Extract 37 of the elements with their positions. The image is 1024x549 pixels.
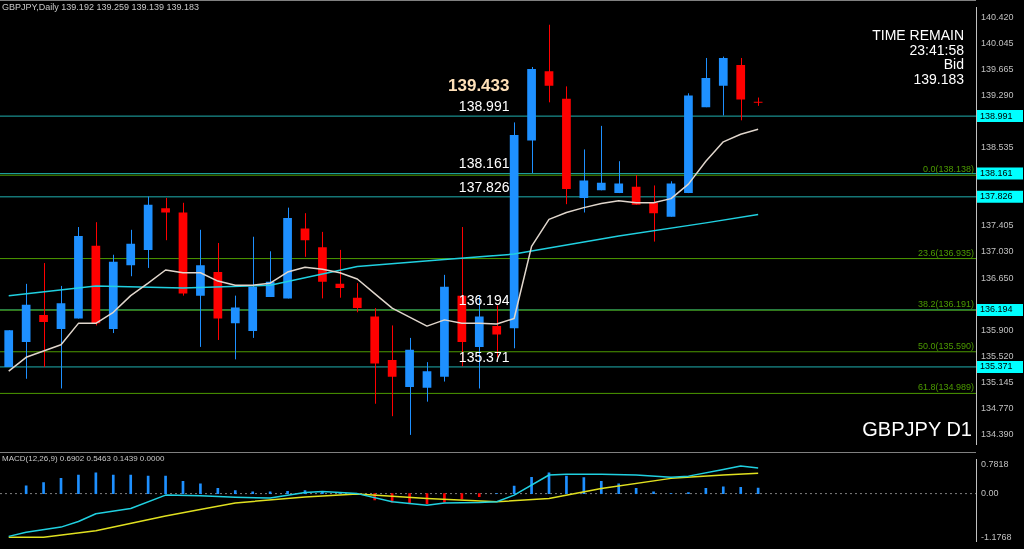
- annotation: 138.161: [458, 155, 510, 172]
- ref-line-label: 0.0(138.138): [922, 164, 974, 175]
- ref-line-label: 23.6(136.935): [917, 247, 974, 258]
- y-tick-label: -1.1768: [981, 531, 1012, 542]
- ref-line-label: 50.0(135.590): [917, 340, 974, 351]
- y-tick-label: 135.145: [981, 377, 1014, 388]
- y-tick-label: 137.405: [981, 220, 1014, 231]
- annotation: GBPJPY D1: [862, 418, 972, 441]
- ref-line-label: 136.194: [980, 304, 1013, 315]
- ref-line-label: 61.8(134.989): [917, 382, 974, 393]
- annotation: 139.433: [448, 76, 510, 96]
- y-tick-label: 0.00: [981, 488, 999, 499]
- ref-line-label: 135.371: [980, 361, 1013, 372]
- y-tick-label: 140.420: [981, 11, 1014, 22]
- annotation: 138.991: [458, 97, 510, 114]
- y-tick-label: 137.030: [981, 246, 1014, 257]
- ref-line-label: 138.991: [980, 110, 1013, 121]
- y-tick-label: 134.770: [981, 403, 1014, 414]
- y-tick-label: 135.900: [981, 324, 1014, 335]
- ref-line-label: 38.2(136.191): [917, 299, 974, 310]
- ref-line-label: 137.826: [980, 191, 1013, 202]
- annotation: 137.826: [458, 178, 510, 195]
- y-tick-label: 140.045: [981, 37, 1014, 48]
- annotation: TIME REMAIN: [872, 27, 964, 44]
- y-tick-label: 135.520: [981, 351, 1014, 362]
- y-tick-label: 139.290: [981, 89, 1014, 100]
- annotation: 139.183: [913, 70, 965, 87]
- annotation: Bid: [943, 56, 964, 73]
- ref-line-label: 138.161: [980, 168, 1013, 179]
- annotation: 23:41:58: [909, 41, 965, 58]
- chart-title: GBPJPY,Daily 139.192 139.259 139.139 139.183: [2, 1, 199, 12]
- y-tick-label: 136.650: [981, 272, 1014, 283]
- y-tick-label: 0.7818: [981, 459, 1009, 470]
- chart-title: MACD(12,26,9) 0.6902 0.5463 0.1439 0.0000: [2, 454, 165, 464]
- y-tick-label: 134.390: [981, 429, 1014, 440]
- y-tick-label: 139.665: [981, 63, 1014, 74]
- y-tick-label: 138.535: [981, 142, 1014, 153]
